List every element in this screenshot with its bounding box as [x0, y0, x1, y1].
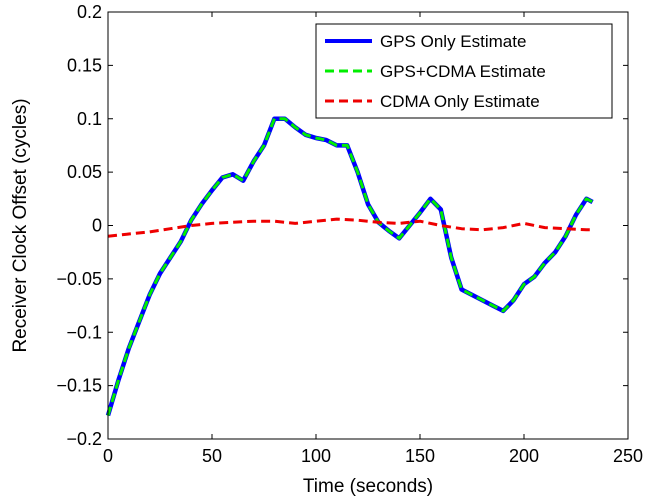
legend: GPS Only Estimate GPS+CDMA Estimate CDMA… [315, 23, 613, 119]
legend-label-cdma-only: CDMA Only Estimate [380, 92, 540, 111]
y-tick-label: 0.15 [67, 55, 102, 75]
series-layer [105, 116, 594, 417]
x-tick-label: 250 [613, 446, 643, 466]
x-tick-label: 200 [509, 446, 539, 466]
x-tick-label: 100 [301, 446, 331, 466]
y-tick-label: 0.2 [77, 2, 102, 22]
y-tick-label: −0.1 [66, 322, 102, 342]
legend-label-gps-only: GPS Only Estimate [380, 32, 526, 51]
x-tick-label: 0 [103, 446, 113, 466]
y-tick-label: −0.05 [56, 269, 102, 289]
legend-label-gps-cdma: GPS+CDMA Estimate [380, 62, 546, 81]
y-tick-label: 0.1 [77, 109, 102, 129]
x-axis-title: Time (seconds) [303, 476, 433, 497]
x-tick-label: 50 [202, 446, 222, 466]
y-tick-label: 0.05 [67, 162, 102, 182]
plot-frame [107, 11, 629, 440]
y-axis-title: Receiver Clock Offset (cycles) [10, 98, 31, 352]
y-tick-label: 0 [92, 216, 102, 236]
series-line-gps-cdma [106, 117, 594, 416]
ticks-layer: 0 50 100 150 200 250 −0.2 −0.15 −0.1 −0.05 0 0.05 0.… [56, 2, 643, 466]
y-tick-label: −0.2 [66, 429, 102, 449]
x-tick-label: 150 [405, 446, 435, 466]
y-tick-label: −0.15 [56, 376, 102, 396]
